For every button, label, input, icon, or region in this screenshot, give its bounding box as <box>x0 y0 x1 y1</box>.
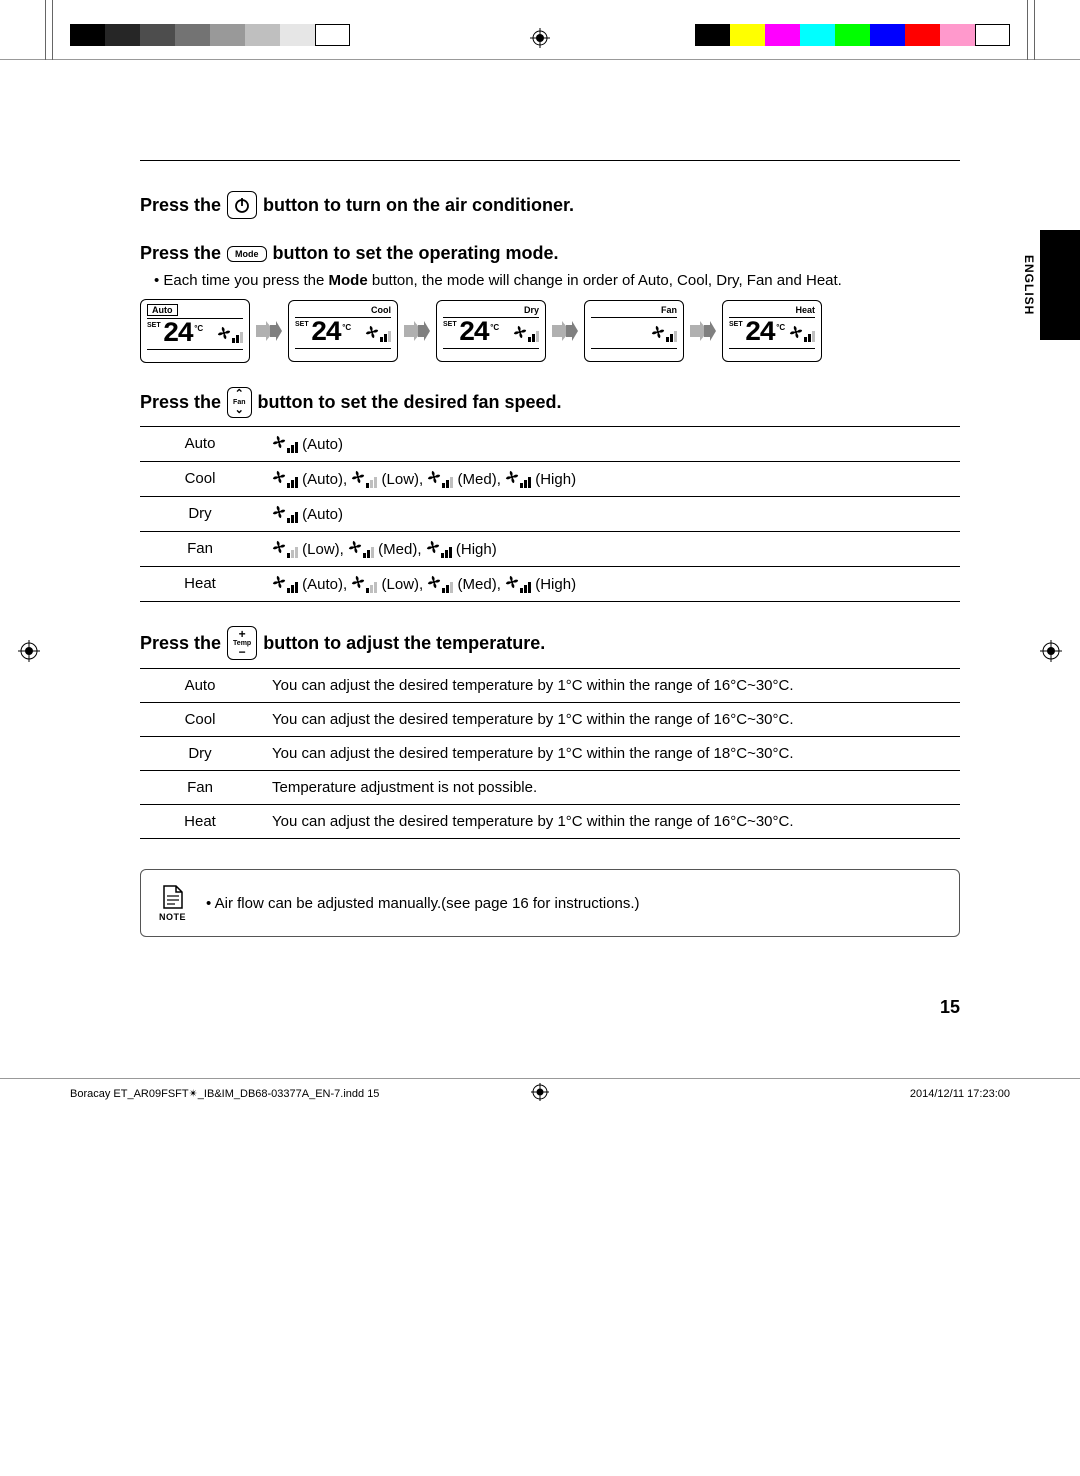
table-row: Dry You can adjust the desired temperatu… <box>140 737 960 771</box>
mode-cell: Cool <box>140 461 260 496</box>
note-label: NOTE <box>159 912 186 922</box>
text: button to adjust the temperature. <box>263 633 545 654</box>
chevron-down-icon: ⌄ <box>235 406 244 415</box>
power-button-icon <box>227 191 257 219</box>
mode-display-box: Fan SET24°C <box>584 300 684 362</box>
color-bar <box>870 24 905 46</box>
arrow-icon <box>256 321 282 341</box>
text: Press the <box>140 243 221 264</box>
mode-cell: Dry <box>140 737 260 771</box>
footer-file-path: Boracay ET_AR09FSFT✴_IB&IM_DB68-03377A_E… <box>70 1087 379 1100</box>
temp-button-icon: + Temp − <box>227 626 257 661</box>
temp-desc-cell: You can adjust the desired temperature b… <box>260 703 960 737</box>
print-crop-marks-top <box>0 0 1080 60</box>
color-bar <box>800 24 835 46</box>
mode-button-icon: Mode <box>227 246 267 262</box>
plus-icon: + <box>239 629 246 640</box>
color-bar <box>695 24 730 46</box>
color-bar <box>280 24 315 46</box>
mode-cell: Fan <box>140 771 260 805</box>
speeds-cell: (Auto) <box>260 426 960 461</box>
arrow-icon <box>552 321 578 341</box>
fan-button-icon: ⌃ Fan ⌄ <box>227 387 251 418</box>
mode-cell: Fan <box>140 531 260 566</box>
instruction-temp: Press the + Temp − button to adjust the … <box>140 626 960 840</box>
table-row: Dry (Auto) <box>140 496 960 531</box>
arrow-icon <box>690 321 716 341</box>
registration-mark-icon <box>530 28 550 48</box>
color-bar <box>835 24 870 46</box>
registration-mark-icon <box>531 1083 549 1104</box>
color-bar <box>975 24 1010 46</box>
mode-cell: Dry <box>140 496 260 531</box>
table-row: Heat (Auto), (Low), (Med), (High) <box>140 566 960 601</box>
speeds-cell: (Auto) <box>260 496 960 531</box>
color-bar <box>70 24 105 46</box>
mode-bullet: Each time you press the Mode button, the… <box>154 272 960 289</box>
instruction-fan: Press the ⌃ Fan ⌄ button to set the desi… <box>140 387 960 602</box>
color-bar <box>315 24 350 46</box>
mode-display-box: Cool SET24°C <box>288 300 398 362</box>
color-bar <box>175 24 210 46</box>
speeds-cell: (Low), (Med), (High) <box>260 531 960 566</box>
mode-cell: Auto <box>140 669 260 703</box>
header-rule <box>140 160 960 161</box>
color-bar <box>245 24 280 46</box>
table-row: Cool (Auto), (Low), (Med), (High) <box>140 461 960 496</box>
table-row: Fan (Low), (Med), (High) <box>140 531 960 566</box>
minus-icon: − <box>239 647 246 658</box>
table-row: Auto (Auto) <box>140 426 960 461</box>
instruction-power: Press the button to turn on the air cond… <box>140 191 960 219</box>
temp-desc-cell: You can adjust the desired temperature b… <box>260 805 960 839</box>
color-bar <box>765 24 800 46</box>
text: button to set the operating mode. <box>273 243 559 264</box>
color-bar <box>730 24 765 46</box>
mode-sequence: Auto SET24°C Cool SET24°C Dry SET24°C Fa… <box>140 299 960 363</box>
note-box: NOTE Air flow can be adjusted manually.(… <box>140 869 960 937</box>
text: button to set the desired fan speed. <box>258 392 562 413</box>
chevron-up-icon: ⌃ <box>235 390 244 399</box>
speeds-cell: (Auto), (Low), (Med), (High) <box>260 566 960 601</box>
temp-desc-cell: You can adjust the desired temperature b… <box>260 737 960 771</box>
speeds-cell: (Auto), (Low), (Med), (High) <box>260 461 960 496</box>
page-number: 15 <box>140 997 960 1018</box>
temp-desc-cell: You can adjust the desired temperature b… <box>260 669 960 703</box>
color-bar <box>140 24 175 46</box>
note-text: Air flow can be adjusted manually.(see p… <box>206 895 640 912</box>
instruction-mode: Press the Mode button to set the operati… <box>140 243 960 363</box>
print-footer: Boracay ET_AR09FSFT✴_IB&IM_DB68-03377A_E… <box>0 1078 1080 1130</box>
arrow-icon <box>404 321 430 341</box>
color-bar <box>105 24 140 46</box>
mode-cell: Heat <box>140 805 260 839</box>
color-bar <box>210 24 245 46</box>
mode-display-box: Dry SET24°C <box>436 300 546 362</box>
text: Press the <box>140 633 221 654</box>
table-row: Fan Temperature adjustment is not possib… <box>140 771 960 805</box>
mode-cell: Heat <box>140 566 260 601</box>
text: Press the <box>140 392 221 413</box>
table-row: Cool You can adjust the desired temperat… <box>140 703 960 737</box>
note-icon <box>162 884 184 910</box>
temperature-table: Auto You can adjust the desired temperat… <box>140 668 960 839</box>
table-row: Heat You can adjust the desired temperat… <box>140 805 960 839</box>
mode-cell: Cool <box>140 703 260 737</box>
text: button to turn on the air conditioner. <box>263 195 574 216</box>
footer-timestamp: 2014/12/11 17:23:00 <box>910 1088 1010 1100</box>
mode-display-box: Heat SET24°C <box>722 300 822 362</box>
page-content: Press the button to turn on the air cond… <box>0 60 1080 1078</box>
text: Press the <box>140 195 221 216</box>
mode-display-box: Auto SET24°C <box>140 299 250 363</box>
mode-cell: Auto <box>140 426 260 461</box>
color-bar <box>940 24 975 46</box>
table-row: Auto You can adjust the desired temperat… <box>140 669 960 703</box>
fan-speed-table: Auto (Auto)Cool (Auto), (Low), (Med), (H… <box>140 426 960 602</box>
temp-desc-cell: Temperature adjustment is not possible. <box>260 771 960 805</box>
color-bar <box>905 24 940 46</box>
